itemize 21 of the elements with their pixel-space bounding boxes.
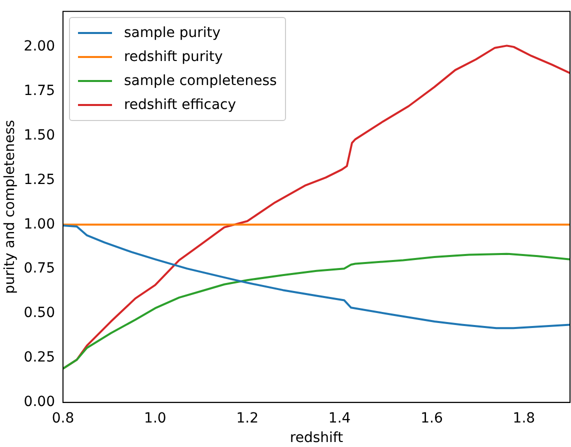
x-tick-label: 1.4 bbox=[328, 410, 351, 426]
y-tick-label: 0.25 bbox=[24, 350, 55, 366]
x-tick-label: 1.0 bbox=[144, 410, 166, 426]
y-tick-label: 1.00 bbox=[24, 216, 55, 232]
y-tick-label: 0.75 bbox=[24, 260, 55, 277]
x-tick-label: 1.6 bbox=[420, 410, 443, 426]
x-tick-label: 0.8 bbox=[52, 410, 74, 426]
x-tick-label: 1.2 bbox=[236, 410, 258, 426]
legend-label: redshift purity bbox=[124, 49, 223, 66]
y-tick-label: 0.50 bbox=[24, 305, 55, 322]
y-tick-label: 1.25 bbox=[24, 172, 55, 188]
y-tick-label: 1.50 bbox=[24, 127, 55, 144]
y-tick-label: 0.00 bbox=[24, 394, 55, 410]
legend-label: redshift efficacy bbox=[124, 97, 236, 114]
x-tick-label: 1.8 bbox=[512, 410, 536, 426]
x-axis-title: redshift bbox=[290, 430, 344, 446]
legend-label: sample completeness bbox=[124, 73, 277, 90]
y-axis-title: purity and completeness bbox=[2, 120, 18, 294]
y-tick-label: 1.75 bbox=[24, 83, 55, 100]
y-tick-label: 2.00 bbox=[24, 38, 55, 55]
legend-label: sample purity bbox=[124, 25, 220, 42]
